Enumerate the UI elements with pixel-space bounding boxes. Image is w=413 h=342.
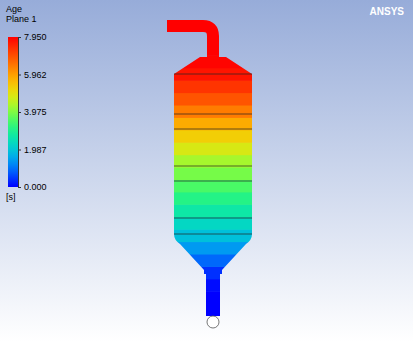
tick-label: 3.975 <box>24 107 47 117</box>
field-band <box>150 179 270 192</box>
tick: 3.975 <box>18 107 47 117</box>
subtitle: Plane 1 <box>6 14 37 24</box>
field-band <box>150 117 270 130</box>
tick-label: 0.000 <box>24 182 47 192</box>
field-band <box>150 229 270 242</box>
section-line <box>174 166 252 167</box>
section-line <box>174 218 252 219</box>
field-band <box>150 266 270 279</box>
tick: 1.987 <box>18 145 47 155</box>
field-band <box>150 204 270 217</box>
field-band <box>150 192 270 205</box>
tick-mark <box>18 112 21 113</box>
field-band <box>150 130 270 143</box>
field-band <box>150 291 270 304</box>
tick-label: 7.950 <box>24 32 47 42</box>
field-band <box>150 93 270 106</box>
watermark: ANSYS <box>370 6 405 17</box>
field-band <box>150 68 270 81</box>
section-line <box>174 181 252 182</box>
tick-label: 5.962 <box>24 70 47 80</box>
section-line <box>174 74 252 75</box>
tick-mark <box>18 75 21 76</box>
section-line <box>174 114 252 115</box>
field-band <box>150 18 270 31</box>
field-band <box>150 155 270 168</box>
chart: 0.000 1.987 3.975 5.962 7.950 AgePlane 1 [s] AN… <box>0 0 413 342</box>
field-band <box>150 254 270 267</box>
tick: 7.950 <box>18 32 47 42</box>
background <box>0 0 413 342</box>
field-band <box>150 80 270 93</box>
color-bar <box>8 37 18 187</box>
field <box>150 18 270 317</box>
tick-label: 1.987 <box>24 145 47 155</box>
tick-mark <box>18 150 21 151</box>
field-band <box>150 142 270 155</box>
tick: 0.000 <box>18 182 47 192</box>
field-band <box>150 217 270 230</box>
field-band <box>150 279 270 292</box>
color-bar-axis-line <box>19 38 22 188</box>
title: Age <box>6 4 22 14</box>
field-band <box>150 30 270 43</box>
field-band <box>150 55 270 68</box>
tick-mark <box>18 37 21 38</box>
field-band <box>150 105 270 118</box>
section-line <box>174 234 252 235</box>
unit: [s] <box>6 192 16 202</box>
tick-mark <box>18 187 21 188</box>
field-band <box>150 242 270 255</box>
field-band <box>150 167 270 180</box>
section-line <box>174 129 252 130</box>
color-bar-axis: 0.000 1.987 3.975 5.962 7.950 <box>18 32 47 192</box>
tick: 5.962 <box>18 70 47 80</box>
field-band <box>150 304 270 317</box>
field-band <box>150 43 270 56</box>
outlet <box>207 316 219 328</box>
